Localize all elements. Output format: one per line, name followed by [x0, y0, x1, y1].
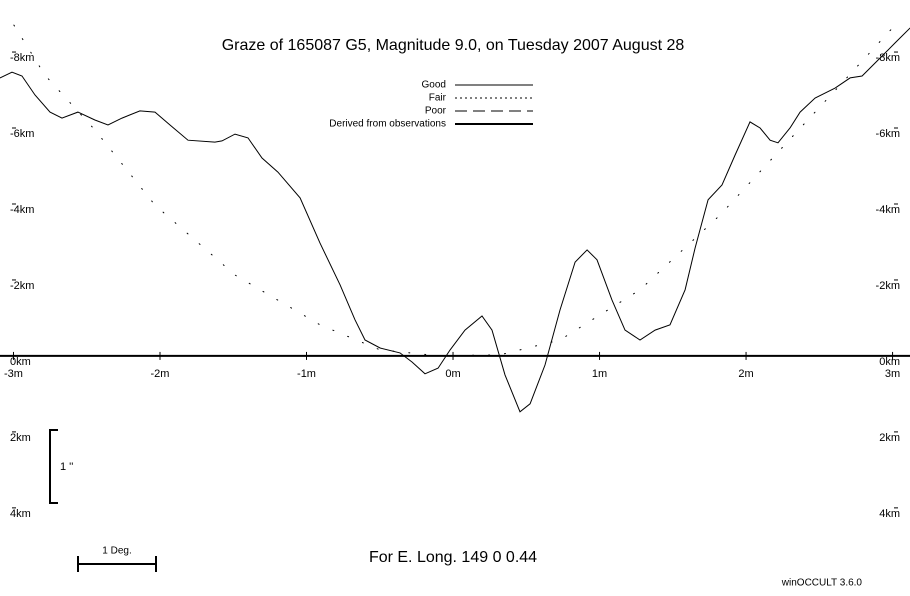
chart-title: Graze of 165087 G5, Magnitude 9.0, on Tu… — [222, 37, 685, 54]
credit: winOCCULT 3.6.0 — [781, 578, 863, 589]
arcsec-scale — [49, 429, 58, 504]
legend-label: Derived from observations — [329, 119, 446, 130]
profile-line — [0, 27, 910, 413]
y-tick-label: -6km — [876, 128, 900, 140]
y-tick-label: -4km — [10, 204, 34, 216]
profile-line — [13, 24, 896, 357]
y-tick-label: 4km — [10, 508, 31, 520]
footer: For E. Long. 149 0 0.44 — [369, 549, 537, 566]
x-tick-label: 2m — [738, 368, 753, 380]
y-tick-label: -8km — [10, 52, 34, 64]
y-tick-label: -6km — [10, 128, 34, 140]
y-tick-label: 0km — [879, 356, 900, 368]
arcsec-bracket — [49, 429, 58, 504]
y-tick-label: -2km — [876, 280, 900, 292]
x-tick-label: -1m — [297, 368, 316, 380]
x-tick-label: -3m — [4, 368, 23, 380]
deg-label: 1 Deg. — [102, 546, 131, 557]
y-tick-label: -4km — [876, 204, 900, 216]
legend-label: Fair — [429, 93, 447, 104]
y-tick-label: -2km — [10, 280, 34, 292]
y-tick-label: 4km — [879, 508, 900, 520]
arcsec-label: 1 '' — [60, 461, 73, 473]
deg-scale — [77, 556, 157, 572]
y-tick-label: 2km — [879, 432, 900, 444]
x-tick-label: 0m — [445, 368, 460, 380]
x-tick-label: -2m — [151, 368, 170, 380]
y-tick-label: -8km — [876, 52, 900, 64]
y-tick-label: 2km — [10, 432, 31, 444]
legend-label: Poor — [425, 106, 447, 117]
x-tick-label: 1m — [592, 368, 607, 380]
x-tick-label: 3m — [885, 368, 900, 380]
y-tick-label: 0km — [10, 356, 31, 368]
legend-label: Good — [422, 80, 446, 91]
